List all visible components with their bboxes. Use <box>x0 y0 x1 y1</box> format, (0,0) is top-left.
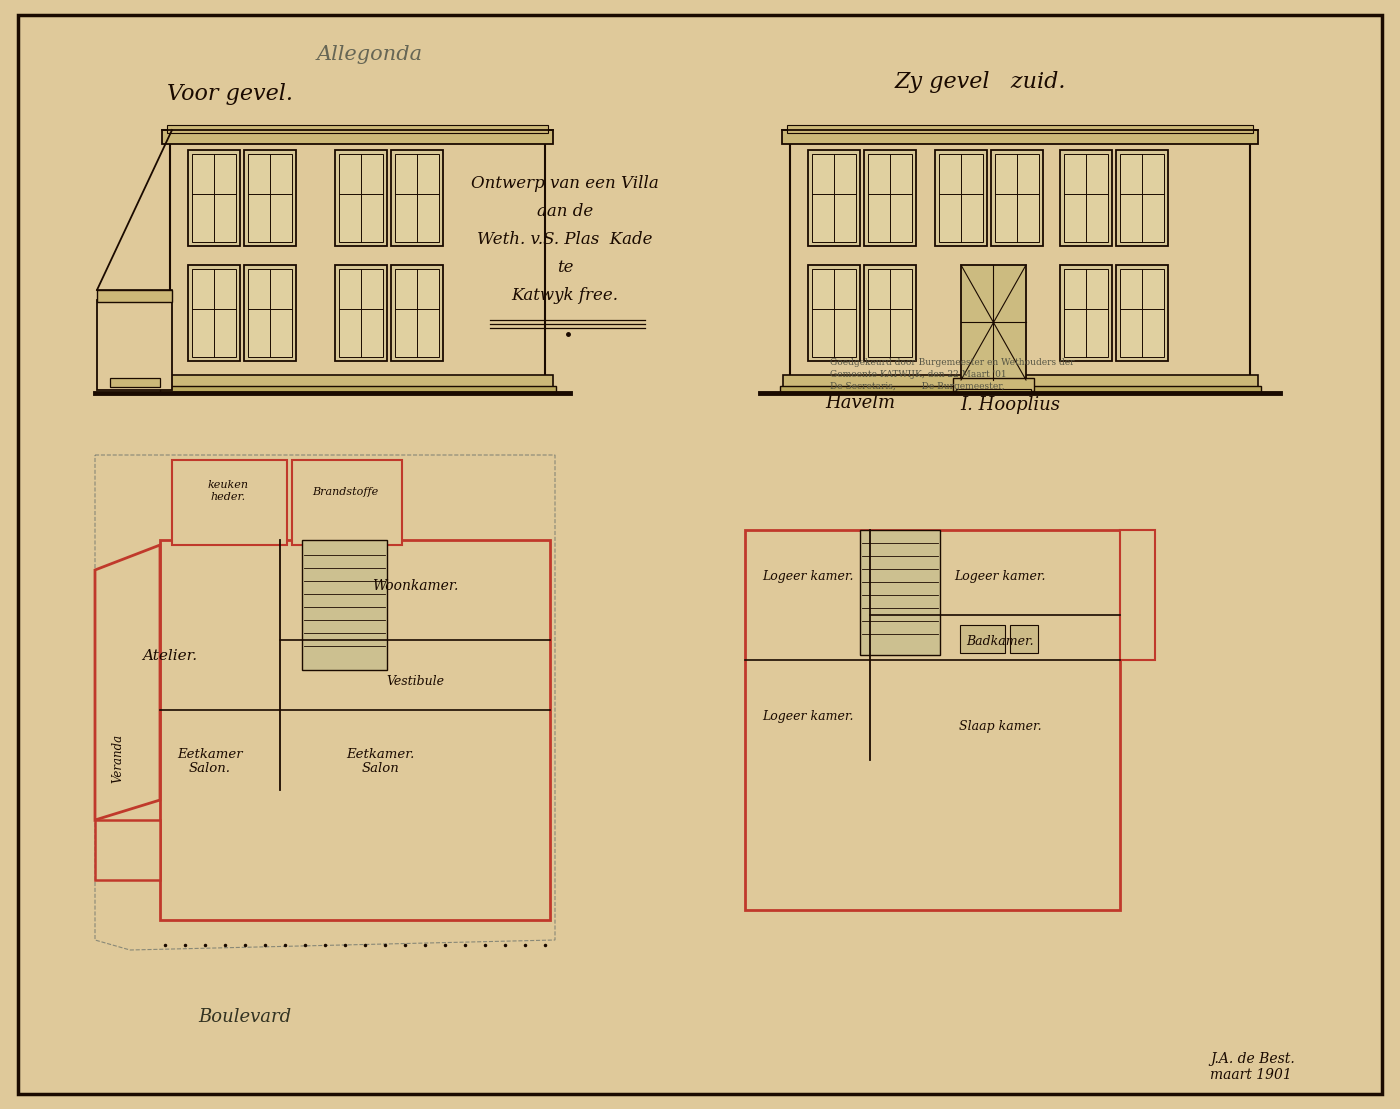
Bar <box>1116 150 1168 246</box>
Text: te: te <box>557 260 573 276</box>
Bar <box>1120 269 1163 357</box>
Bar <box>780 386 1261 393</box>
Bar <box>745 530 1120 910</box>
Text: Zy gevel   zuid.: Zy gevel zuid. <box>895 71 1065 93</box>
Text: I. Hooplius: I. Hooplius <box>960 396 1060 414</box>
Text: Eetkamer: Eetkamer <box>178 747 242 761</box>
Bar <box>339 269 384 357</box>
Bar <box>160 386 556 393</box>
Text: Atelier.: Atelier. <box>143 649 197 663</box>
Bar <box>868 269 911 357</box>
Text: Havelm: Havelm <box>825 394 895 413</box>
Text: Woonkamer.: Woonkamer. <box>372 579 458 593</box>
Bar <box>188 265 239 362</box>
Bar <box>1064 269 1107 357</box>
Bar <box>1120 530 1155 660</box>
Bar <box>248 269 293 357</box>
Text: Katwyk free.: Katwyk free. <box>511 287 619 304</box>
Bar <box>339 154 384 242</box>
Bar <box>169 142 545 387</box>
Text: Veranda: Veranda <box>112 734 125 783</box>
Bar <box>1064 154 1107 242</box>
Bar <box>167 125 547 133</box>
Text: Logeer kamer.: Logeer kamer. <box>955 570 1046 583</box>
Text: Salon.: Salon. <box>189 762 231 775</box>
Text: keuken
heder.: keuken heder. <box>207 479 249 502</box>
Text: Boulevard: Boulevard <box>199 1008 291 1026</box>
Bar <box>860 530 939 655</box>
Bar <box>395 154 440 242</box>
Bar <box>395 269 440 357</box>
Bar <box>783 130 1259 144</box>
Bar <box>956 389 1030 394</box>
Text: Eetkamer.: Eetkamer. <box>346 747 414 761</box>
Bar <box>391 150 442 246</box>
Bar <box>192 154 237 242</box>
Bar <box>783 375 1259 388</box>
Bar <box>991 150 1043 246</box>
Text: Salon: Salon <box>361 762 399 775</box>
Bar <box>160 540 550 920</box>
Bar <box>1060 265 1112 362</box>
Bar <box>335 150 386 246</box>
Bar <box>172 460 287 545</box>
Bar <box>1009 625 1037 653</box>
Bar <box>995 154 1039 242</box>
Bar <box>808 265 860 362</box>
Bar <box>248 154 293 242</box>
Bar <box>790 142 1250 387</box>
Text: Weth. v.S. Plas  Kade: Weth. v.S. Plas Kade <box>477 231 652 248</box>
Text: aan de: aan de <box>536 203 594 220</box>
Text: Vestibule: Vestibule <box>386 675 444 688</box>
Text: De Secretaris,         De Burgemeester,: De Secretaris, De Burgemeester, <box>830 381 1005 391</box>
Text: Allegonda: Allegonda <box>316 45 423 64</box>
Bar <box>960 265 1026 380</box>
Bar <box>188 150 239 246</box>
Text: Gemeente KATWIJK, den 22 Maart '01: Gemeente KATWIJK, den 22 Maart '01 <box>830 370 1007 379</box>
Bar <box>1060 150 1112 246</box>
Text: Ontwerp van een Villa: Ontwerp van een Villa <box>472 175 659 192</box>
Bar <box>335 265 386 362</box>
Text: Voor gevel.: Voor gevel. <box>167 83 293 105</box>
Bar <box>97 301 172 390</box>
Bar <box>808 150 860 246</box>
Bar <box>953 378 1035 391</box>
Bar <box>391 265 442 362</box>
Bar <box>1116 265 1168 362</box>
Text: Logeer kamer.: Logeer kamer. <box>762 570 854 583</box>
Polygon shape <box>95 545 160 820</box>
Bar <box>111 378 160 387</box>
Bar <box>97 289 172 302</box>
Text: Slaap kamer.: Slaap kamer. <box>959 720 1042 733</box>
Text: Logeer kamer.: Logeer kamer. <box>762 710 854 723</box>
Bar <box>939 154 983 242</box>
Bar <box>812 154 855 242</box>
Bar <box>302 540 386 670</box>
Text: maart 1901: maart 1901 <box>1210 1068 1292 1082</box>
Bar <box>162 130 553 144</box>
Bar <box>244 150 295 246</box>
Bar <box>812 269 855 357</box>
Bar <box>1120 154 1163 242</box>
Bar <box>95 820 160 881</box>
Bar <box>960 625 1005 653</box>
Bar <box>787 125 1253 133</box>
Bar <box>864 265 916 362</box>
Text: J.A. de Best.: J.A. de Best. <box>1210 1052 1295 1066</box>
Bar <box>293 460 402 545</box>
Bar <box>162 375 553 388</box>
Text: Brandstoffe: Brandstoffe <box>312 487 378 497</box>
Bar <box>935 150 987 246</box>
Text: Goedgekeurd door Burgemeester en Wethouders der: Goedgekeurd door Burgemeester en Wethoud… <box>830 358 1075 367</box>
Text: Badkamer.: Badkamer. <box>966 635 1033 648</box>
Bar <box>868 154 911 242</box>
Bar <box>244 265 295 362</box>
Bar <box>192 269 237 357</box>
Bar <box>864 150 916 246</box>
